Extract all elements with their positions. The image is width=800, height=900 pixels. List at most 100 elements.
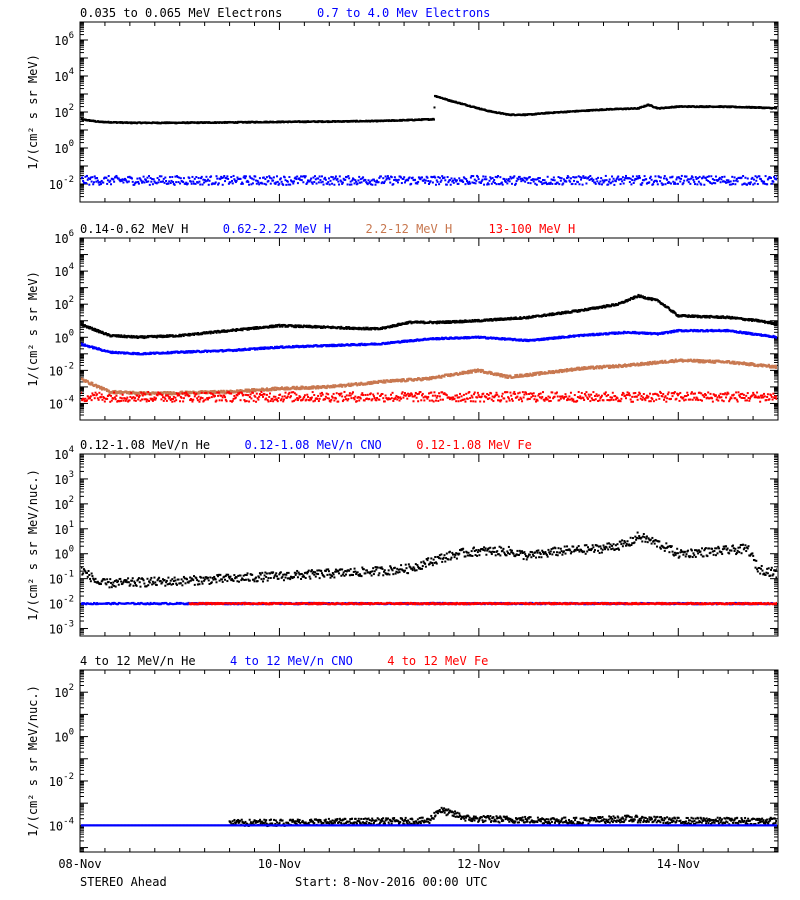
data-point <box>574 183 577 186</box>
y-tick-label: 102 <box>54 295 74 312</box>
data-point <box>354 179 357 182</box>
data-point <box>284 179 287 182</box>
data-point <box>200 175 203 178</box>
data-point <box>552 179 555 182</box>
data-point <box>672 180 675 183</box>
data-point <box>648 181 651 184</box>
data-point <box>345 176 348 179</box>
data-point <box>455 179 458 182</box>
data-point <box>322 183 325 186</box>
data-point <box>560 313 563 316</box>
data-point <box>728 183 731 186</box>
data-point <box>190 350 193 353</box>
data-point <box>499 176 502 179</box>
data-point <box>604 179 607 182</box>
data-point <box>429 180 432 183</box>
data-point <box>683 179 686 182</box>
data-point <box>466 181 469 184</box>
data-point <box>669 176 672 179</box>
data-point <box>538 177 541 180</box>
data-point <box>291 180 294 183</box>
data-point <box>330 175 333 178</box>
data-point <box>615 178 618 181</box>
data-point <box>99 181 102 184</box>
data-point <box>551 312 554 315</box>
data-point <box>90 326 93 329</box>
y-axis-label: 1/(cm² s sr MeV) <box>26 54 40 170</box>
data-point <box>214 181 217 184</box>
data-point <box>649 175 652 178</box>
data-point <box>369 183 372 186</box>
data-point <box>274 182 277 185</box>
data-point <box>473 178 476 181</box>
data-point <box>440 321 443 324</box>
data-point <box>198 180 201 183</box>
data-point <box>182 335 185 338</box>
data-point <box>428 181 431 184</box>
data-point <box>604 174 607 177</box>
data-point <box>118 179 121 182</box>
data-point <box>452 179 455 182</box>
data-point <box>383 182 386 185</box>
data-point <box>565 180 568 183</box>
data-point <box>410 182 413 185</box>
data-point <box>347 175 350 178</box>
data-point <box>406 340 409 343</box>
data-point <box>706 175 709 178</box>
data-point <box>92 181 95 184</box>
data-point <box>215 331 218 334</box>
data-point <box>151 183 154 186</box>
data-point <box>600 183 603 186</box>
data-point <box>318 175 321 178</box>
data-point <box>263 182 266 185</box>
data-point <box>89 176 92 179</box>
data-point <box>277 183 280 186</box>
data-point <box>692 178 695 181</box>
data-point <box>168 176 171 179</box>
data-point <box>143 335 146 338</box>
data-point <box>450 177 453 180</box>
data-point <box>155 182 158 185</box>
data-point <box>176 176 179 179</box>
data-point <box>467 320 470 323</box>
data-point <box>633 179 636 182</box>
data-point <box>95 180 98 183</box>
data-point <box>442 338 445 341</box>
data-point <box>534 182 537 185</box>
data-point <box>752 178 755 181</box>
data-point <box>249 348 252 351</box>
data-point <box>607 183 610 186</box>
data-point <box>96 330 99 333</box>
data-point <box>216 177 219 180</box>
data-point <box>87 177 90 180</box>
data-point <box>252 178 255 181</box>
data-point <box>102 181 105 184</box>
data-point <box>541 183 544 186</box>
data-point <box>638 175 641 178</box>
data-point <box>732 179 735 182</box>
data-point <box>295 326 298 329</box>
data-point <box>549 181 552 184</box>
data-point <box>652 181 655 184</box>
data-point <box>674 312 677 315</box>
data-point <box>719 181 722 184</box>
data-point <box>282 183 285 186</box>
data-point <box>458 177 461 180</box>
data-point <box>698 175 701 178</box>
data-point <box>171 175 174 178</box>
data-point <box>199 177 202 180</box>
data-point <box>645 178 648 181</box>
data-point <box>538 180 541 183</box>
data-point <box>118 334 121 337</box>
data-point <box>659 180 662 183</box>
data-point <box>303 176 306 179</box>
data-point <box>294 324 297 327</box>
data-point <box>258 183 261 186</box>
data-point <box>454 179 457 182</box>
data-point <box>714 182 717 185</box>
data-point <box>301 175 304 178</box>
data-point <box>320 181 323 184</box>
data-point <box>358 181 361 184</box>
data-point <box>679 180 682 183</box>
y-tick-label: 106 <box>54 229 74 246</box>
